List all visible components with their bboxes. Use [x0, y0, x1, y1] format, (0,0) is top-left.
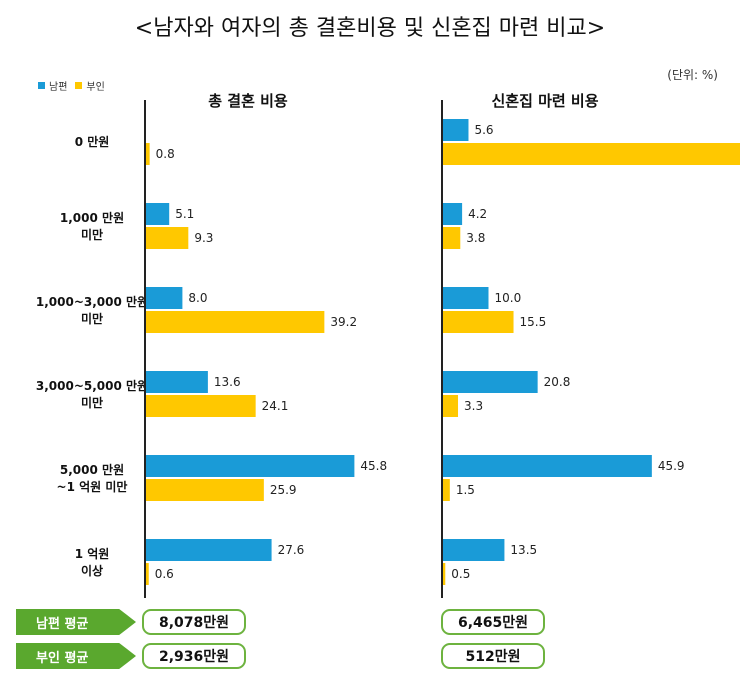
category-label: 3,000~5,000 만원 미만 [36, 378, 148, 410]
data-label: 8.0 [188, 291, 207, 305]
data-label: 1.5 [456, 483, 475, 497]
bar [443, 455, 652, 477]
data-label: 13.6 [214, 375, 241, 389]
data-label: 0.8 [156, 147, 175, 161]
bar [443, 479, 450, 501]
bar [146, 539, 272, 561]
husband-average-label: 남편 평균 [16, 609, 136, 635]
legend-swatch-wife [75, 82, 83, 89]
bar [443, 371, 538, 393]
data-label: 45.9 [658, 459, 685, 473]
unit-label: (단위: %) [667, 68, 718, 82]
data-label: 9.3 [194, 231, 213, 245]
bar [146, 455, 355, 477]
data-label: 10.0 [495, 291, 522, 305]
total-wife-average: 2,936만원 [142, 643, 246, 669]
legend-item-husband: 남편 [38, 78, 67, 93]
bar [443, 395, 459, 417]
bar [443, 539, 505, 561]
bar [146, 203, 170, 225]
category-label: 1,000 만원 미만 [60, 210, 124, 242]
bar [146, 311, 325, 333]
data-label: 4.2 [468, 207, 487, 221]
bar [146, 227, 189, 249]
bar [443, 143, 740, 165]
bar [146, 371, 208, 393]
data-label: 24.1 [262, 399, 289, 413]
data-label: 3.3 [464, 399, 483, 413]
legend-label-wife: 부인 [86, 82, 105, 93]
bar [146, 287, 183, 309]
legend-label-husband: 남편 [49, 82, 68, 93]
bar [146, 479, 264, 501]
category-label: 5,000 만원 ~1 억원 미만 [57, 462, 128, 494]
legend-item-wife: 부인 [75, 78, 105, 93]
bar [443, 203, 463, 225]
category-label: 0 만원 [75, 134, 110, 149]
data-label: 3.8 [466, 231, 485, 245]
data-label: 27.6 [278, 543, 305, 557]
chart-title: <남자와 여자의 총 결혼비용 및 신혼집 마련 비교> [134, 16, 606, 41]
bar [146, 395, 256, 417]
data-label: 39.2 [330, 315, 357, 329]
bar [146, 563, 149, 585]
legend: 남편 부인 [38, 78, 105, 93]
category-label: 1 억원 이상 [75, 547, 110, 578]
data-label: 0.6 [155, 567, 174, 581]
data-label: 15.5 [520, 315, 547, 329]
total-husband-average: 8,078만원 [142, 609, 246, 635]
bar [443, 227, 461, 249]
bar [443, 563, 446, 585]
house-husband-average: 6,465만원 [441, 609, 545, 635]
bar [443, 119, 469, 141]
data-label: 13.5 [510, 543, 537, 557]
data-label: 5.6 [474, 123, 493, 137]
bar [443, 287, 489, 309]
wife-average-label: 부인 평균 [16, 643, 136, 669]
panel-title: 신혼집 마련 비용 [491, 92, 598, 110]
data-label: 25.9 [270, 483, 297, 497]
data-label: 45.8 [360, 459, 387, 473]
bar [146, 143, 150, 165]
data-label: 5.1 [175, 207, 194, 221]
data-label: 20.8 [544, 375, 571, 389]
legend-swatch-husband [38, 82, 45, 89]
category-label: 1,000~3,000 만원 미만 [36, 294, 148, 326]
house-wife-average: 512만원 [441, 643, 545, 669]
data-label: 0.5 [451, 567, 470, 581]
panel-title: 총 결혼 비용 [208, 92, 288, 110]
bar [443, 311, 514, 333]
